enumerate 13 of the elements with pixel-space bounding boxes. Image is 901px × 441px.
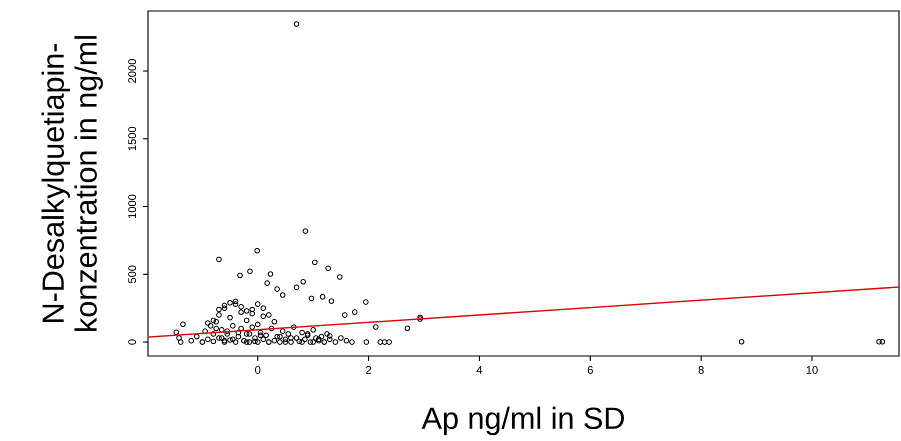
- x-tick-label: 8: [698, 366, 704, 374]
- x-tick-label: 0: [255, 366, 260, 374]
- x-axis-title: Ap ng/ml in SD: [422, 406, 624, 436]
- y-tick-label: 500: [128, 265, 136, 284]
- y-axis-title: N-Desalkylquetiapin- konzentration in ng/ml: [42, 36, 103, 331]
- x-tick-label: 2: [366, 366, 372, 374]
- x-tick-label: 10: [806, 366, 818, 374]
- x-tick-label: 4: [476, 366, 482, 374]
- x-tick-label: 6: [588, 366, 593, 374]
- y-tick-label: 1500: [128, 126, 136, 150]
- y-tick-label: 2000: [128, 59, 136, 83]
- y-tick-label: 0: [128, 339, 136, 345]
- y-tick-label: 1000: [128, 194, 136, 218]
